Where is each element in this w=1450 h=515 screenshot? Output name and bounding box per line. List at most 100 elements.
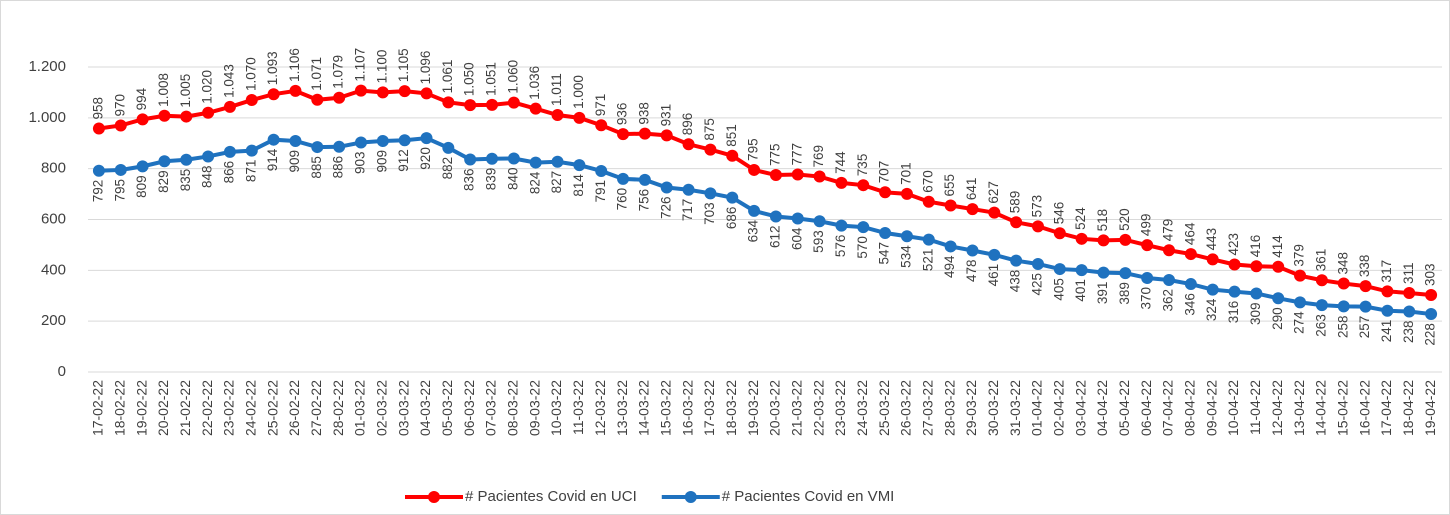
x-tick-label: 06-03-22 <box>461 380 477 436</box>
data-point <box>486 152 499 165</box>
data-label: 494 <box>942 255 957 278</box>
data-label: 726 <box>658 196 673 219</box>
data-label: 871 <box>243 160 258 183</box>
data-label: 791 <box>593 180 608 203</box>
y-tick-label: 0 <box>58 363 66 380</box>
x-tick-label: 18-02-22 <box>111 380 127 436</box>
data-label: 971 <box>593 94 608 117</box>
x-tick-label: 08-03-22 <box>505 380 521 436</box>
x-tick-label: 07-03-22 <box>483 380 499 436</box>
data-point <box>769 169 782 182</box>
legend-label: # Pacientes Covid en UCI <box>465 488 637 505</box>
x-tick-label: 18-03-22 <box>723 380 739 436</box>
data-point <box>551 155 564 168</box>
data-point <box>354 136 367 149</box>
x-tick-label: 17-02-22 <box>90 380 106 436</box>
x-tick-label: 10-03-22 <box>548 380 564 436</box>
data-point <box>1425 308 1438 321</box>
data-point <box>726 191 739 204</box>
y-tick-label: 400 <box>41 261 66 278</box>
x-tick-label: 26-03-22 <box>898 380 914 436</box>
data-point <box>507 96 520 109</box>
data-point <box>1228 258 1241 271</box>
data-label: 303 <box>1423 263 1438 286</box>
x-tick-label: 16-04-22 <box>1356 380 1372 436</box>
x-tick-label: 21-02-22 <box>177 380 193 436</box>
data-point <box>376 134 389 147</box>
data-point <box>922 233 935 246</box>
data-label: 589 <box>1008 191 1023 214</box>
data-point <box>136 160 149 173</box>
x-tick-label: 09-03-22 <box>526 380 542 436</box>
data-label: 1.036 <box>527 66 542 100</box>
data-label: 311 <box>1401 262 1416 284</box>
data-label: 524 <box>1073 207 1088 230</box>
data-point <box>769 210 782 223</box>
data-label: 1.061 <box>440 60 455 94</box>
data-point <box>202 150 215 163</box>
data-label: 401 <box>1073 279 1088 302</box>
data-point <box>1141 239 1154 252</box>
data-point <box>1141 271 1154 284</box>
data-label: 389 <box>1117 282 1132 305</box>
data-point <box>922 195 935 208</box>
data-point <box>573 159 586 172</box>
data-label: 824 <box>527 171 542 194</box>
data-label: 499 <box>1139 214 1154 237</box>
data-label: 379 <box>1292 244 1307 267</box>
data-point <box>1206 253 1219 266</box>
data-label: 882 <box>440 157 455 180</box>
data-label: 414 <box>1270 235 1285 258</box>
data-label: 317 <box>1379 260 1394 283</box>
data-label: 1.079 <box>331 55 346 89</box>
data-label: 735 <box>855 154 870 177</box>
x-tick-label: 31-03-22 <box>1007 380 1023 436</box>
data-label: 641 <box>964 178 979 201</box>
data-point <box>660 129 673 142</box>
data-label: 835 <box>178 169 193 192</box>
data-label: 931 <box>658 104 673 127</box>
data-point <box>1184 278 1197 291</box>
data-point <box>1403 305 1416 318</box>
x-tick-label: 20-03-22 <box>767 380 783 436</box>
legend-label: # Pacientes Covid en VMI <box>722 488 895 505</box>
x-tick-label: 09-04-22 <box>1203 380 1219 436</box>
y-tick-label: 800 <box>41 160 66 177</box>
data-point <box>1075 264 1088 277</box>
data-point <box>92 164 105 177</box>
x-tick-label: 02-04-22 <box>1051 380 1067 436</box>
data-point <box>267 133 280 146</box>
data-label: 795 <box>746 138 761 161</box>
x-tick-label: 01-04-22 <box>1029 380 1045 436</box>
data-point <box>333 91 346 104</box>
x-tick-label: 16-03-22 <box>679 380 695 436</box>
data-label: 814 <box>571 174 586 197</box>
data-point <box>1031 220 1044 233</box>
data-label: 634 <box>746 219 761 242</box>
data-point <box>944 199 957 212</box>
x-tick-label: 27-03-22 <box>919 380 935 436</box>
data-point <box>114 163 127 176</box>
data-label: 238 <box>1401 321 1416 344</box>
data-label: 756 <box>636 189 651 212</box>
x-tick-label: 30-03-22 <box>985 380 1001 436</box>
x-tick-label: 14-04-22 <box>1313 380 1329 436</box>
x-tick-label: 26-02-22 <box>286 380 302 436</box>
data-label: 1.008 <box>156 73 171 107</box>
data-point <box>660 181 673 194</box>
data-point <box>1250 260 1263 273</box>
x-tick-label: 05-03-22 <box>439 380 455 436</box>
data-point <box>267 88 280 101</box>
data-label: 670 <box>920 170 935 193</box>
data-label: 707 <box>877 161 892 184</box>
data-point <box>420 132 433 145</box>
data-point <box>791 212 804 225</box>
data-point <box>791 168 804 181</box>
data-point <box>704 187 717 200</box>
x-tick-label: 17-04-22 <box>1378 380 1394 436</box>
data-label: 760 <box>615 188 630 211</box>
data-label: 936 <box>615 103 630 126</box>
data-label: 478 <box>964 260 979 283</box>
data-point <box>748 163 761 176</box>
